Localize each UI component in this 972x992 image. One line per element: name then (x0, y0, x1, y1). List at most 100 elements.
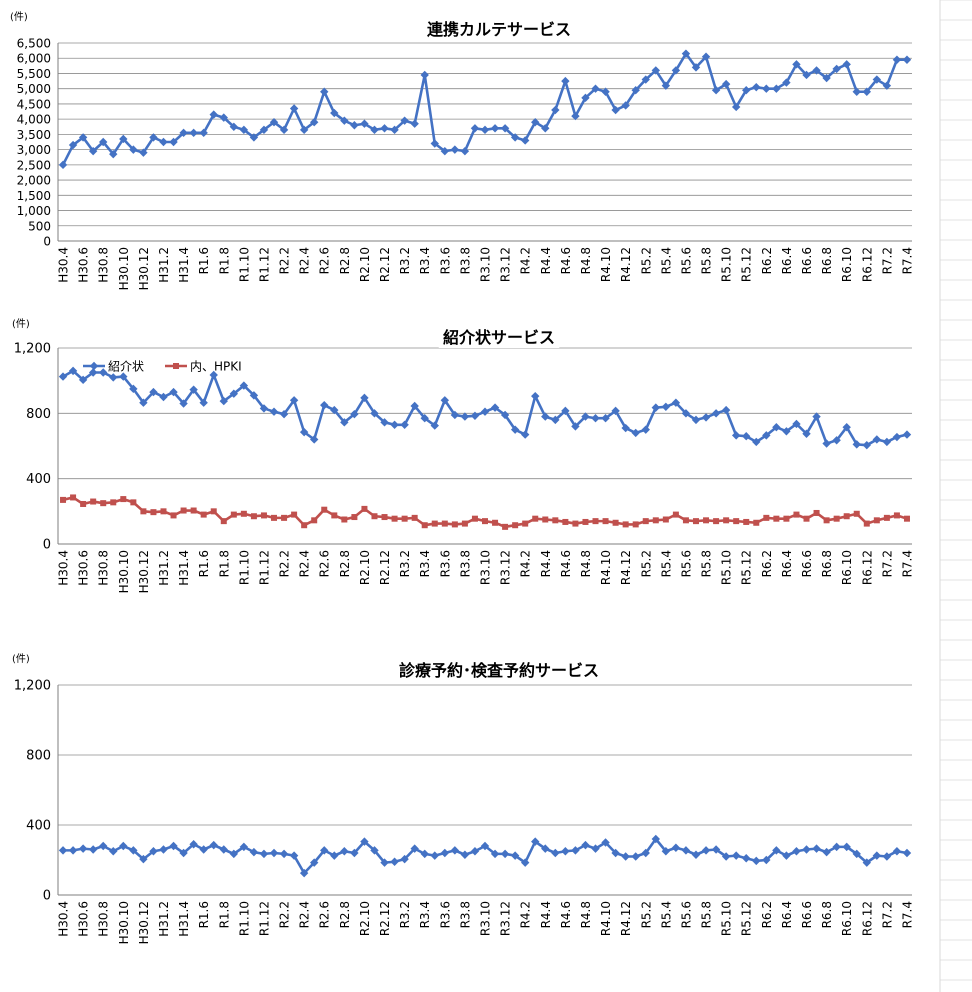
data-point (631, 428, 640, 438)
legend-label: 内、HPKI (190, 360, 242, 374)
x-tick-label: R1.12 (257, 247, 271, 282)
data-point (742, 854, 751, 863)
x-tick-label: R4.12 (619, 247, 633, 282)
data-point (299, 427, 309, 437)
x-tick-label: R6.10 (840, 901, 854, 936)
y-tick-label: 1,000 (17, 204, 51, 218)
data-point (892, 55, 902, 64)
data-point (572, 520, 579, 527)
x-tick-label: R4.6 (559, 901, 573, 928)
data-point (662, 516, 669, 523)
data-point (862, 87, 871, 96)
data-point (701, 846, 711, 855)
data-point (371, 513, 378, 520)
data-point (621, 423, 630, 433)
x-tick-label: H30.12 (137, 247, 151, 290)
data-point (823, 517, 830, 524)
data-point (601, 87, 610, 96)
data-point (812, 844, 821, 853)
data-point (872, 851, 882, 860)
x-tick-label: R4.4 (539, 550, 553, 577)
y-tick-label: 4,500 (17, 97, 51, 111)
data-point (370, 125, 379, 135)
data-point (160, 508, 167, 515)
x-tick-label: R3.4 (418, 901, 432, 928)
data-point (271, 514, 278, 521)
data-point (129, 384, 138, 394)
data-point (130, 499, 137, 506)
data-point (219, 845, 228, 854)
x-tick-label: R2.12 (378, 550, 392, 585)
data-point (351, 514, 358, 521)
data-point (631, 86, 640, 95)
data-point (60, 496, 67, 503)
x-tick-label: R4.10 (599, 901, 613, 936)
data-point (582, 518, 589, 525)
data-point (641, 75, 650, 84)
data-point (480, 841, 490, 851)
data-point (520, 430, 530, 439)
data-point (159, 845, 168, 854)
data-point (863, 520, 870, 527)
data-point (440, 146, 450, 156)
data-point (642, 518, 649, 525)
x-tick-label: R3.8 (458, 901, 472, 928)
data-point (58, 160, 68, 170)
data-point (873, 517, 880, 524)
data-point (892, 847, 902, 856)
data-point (742, 432, 751, 441)
y-tick-label: 5,000 (17, 82, 51, 96)
title-bg (423, 18, 575, 40)
data-point (743, 518, 750, 525)
data-point (370, 409, 379, 418)
data-point (651, 66, 660, 75)
y-tick-label: 1,200 (14, 342, 51, 357)
data-point (219, 113, 228, 122)
x-tick-label: R4.10 (599, 550, 613, 585)
data-point (612, 519, 619, 526)
data-point (68, 366, 78, 376)
data-point (581, 93, 590, 103)
x-tick-label: R5.6 (679, 550, 693, 577)
data-point (320, 400, 329, 410)
data-point (893, 512, 900, 519)
data-point (149, 387, 158, 397)
data-point (461, 520, 468, 527)
chart-shokaijo-svg: 0 400 800 1,200 H30.4 H30.6 H30.8 H30.10 H30.12 H… (12, 318, 914, 593)
x-tick-label: R6.8 (820, 550, 834, 577)
y-tick-label: 5,500 (17, 67, 51, 81)
unit-label: (件) (10, 11, 28, 23)
data-point (682, 517, 689, 524)
data-point (512, 522, 519, 529)
data-point (581, 840, 590, 850)
unit-label: (件) (12, 318, 30, 330)
data-point (842, 60, 851, 69)
data-point (842, 423, 851, 432)
data-point (88, 368, 98, 377)
x-tick-label: H31.2 (157, 550, 171, 586)
data-point (812, 66, 821, 75)
data-point (240, 510, 247, 517)
data-point (209, 840, 218, 850)
data-point (321, 506, 328, 513)
chart-renkei-karte: 0 500 1,000 1,500 2,000 2,500 3,000 3,500 4,000 4… (0, 8, 940, 312)
data-point (420, 70, 429, 80)
data-point (330, 405, 339, 415)
data-point (440, 396, 450, 405)
data-point (470, 847, 480, 856)
data-point (681, 846, 691, 855)
data-point (782, 427, 791, 436)
legend-label: 紹介状 (108, 360, 144, 374)
data-point (119, 841, 128, 851)
x-tick-label: R3.6 (438, 550, 452, 577)
data-point (753, 519, 760, 526)
data-point (803, 515, 810, 522)
x-tick-label: R5.10 (720, 550, 734, 585)
x-tick-label: R4.8 (579, 247, 593, 274)
title-bg (392, 659, 606, 681)
data-point (551, 415, 560, 425)
data-point (872, 75, 882, 84)
x-tick-label: R4.12 (619, 901, 633, 936)
x-tick-label: R4.2 (519, 247, 533, 274)
x-tick-label: R4.6 (559, 247, 573, 274)
